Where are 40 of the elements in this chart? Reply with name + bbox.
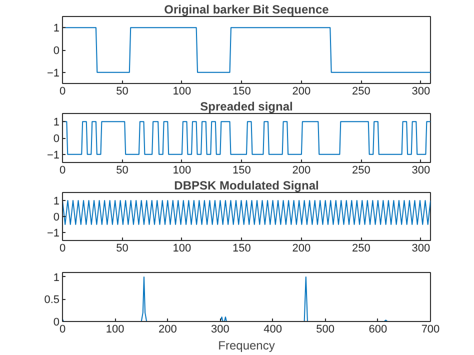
x-tick-label: 300 bbox=[412, 242, 430, 254]
x-tick-label: 100 bbox=[172, 86, 192, 98]
y-tick-label: −1 bbox=[46, 149, 60, 162]
y-tick-label: 1 bbox=[53, 272, 60, 284]
x-tick-label: 600 bbox=[368, 324, 388, 336]
y-tick-label: 1 bbox=[53, 22, 60, 35]
x-tick-label: 300 bbox=[211, 324, 230, 336]
x-tick-label: 150 bbox=[232, 242, 251, 254]
y-tick-label: 0 bbox=[53, 133, 60, 145]
x-axis-title: Frequency bbox=[218, 338, 275, 352]
x-tick-label: 100 bbox=[106, 324, 124, 336]
x-tick-label: 200 bbox=[158, 324, 177, 336]
x-tick-label: 400 bbox=[264, 324, 282, 336]
x-tick-label: 250 bbox=[352, 86, 370, 98]
x-tick-label: 700 bbox=[421, 324, 440, 336]
y-tick-label: −1 bbox=[46, 228, 60, 240]
y-tick-label: 0.5 bbox=[44, 294, 60, 306]
x-tick-label: 50 bbox=[116, 86, 128, 98]
chart-title: Original barker Bit Sequence bbox=[164, 2, 330, 16]
y-tick-label: 1 bbox=[53, 196, 60, 208]
x-tick-label: 250 bbox=[352, 164, 370, 176]
y-tick-label: 1 bbox=[53, 116, 60, 129]
x-tick-label: 100 bbox=[172, 242, 192, 254]
x-tick-label: 200 bbox=[292, 86, 311, 98]
x-tick-label: 150 bbox=[232, 164, 251, 176]
x-tick-label: 300 bbox=[412, 86, 430, 98]
x-tick-label: 150 bbox=[232, 86, 251, 98]
x-tick-label: 500 bbox=[316, 324, 335, 336]
x-tick-label: 300 bbox=[412, 164, 430, 176]
x-tick-label: 100 bbox=[172, 164, 192, 176]
x-tick-label: 250 bbox=[352, 242, 370, 254]
y-tick-label: 0 bbox=[53, 212, 60, 224]
y-tick-label: 0 bbox=[53, 45, 60, 57]
x-tick-label: 200 bbox=[292, 242, 311, 254]
chart-title: Spreaded signal bbox=[200, 100, 293, 114]
x-tick-label: 200 bbox=[292, 164, 311, 176]
chart-title: DBPSK Modulated Signal bbox=[174, 178, 319, 192]
x-tick-label: 50 bbox=[116, 242, 128, 254]
x-tick-label: 50 bbox=[116, 164, 128, 176]
y-tick-label: −1 bbox=[46, 67, 60, 80]
